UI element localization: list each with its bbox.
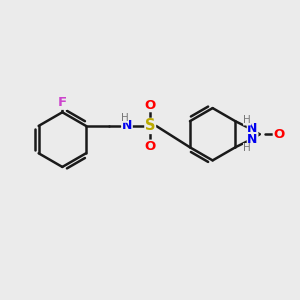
- Text: N: N: [247, 122, 258, 135]
- Text: H: H: [243, 143, 251, 153]
- Text: O: O: [145, 99, 156, 112]
- Text: O: O: [145, 140, 156, 153]
- Text: N: N: [247, 134, 258, 146]
- Text: O: O: [273, 128, 285, 141]
- Text: H: H: [121, 112, 128, 123]
- Text: N: N: [122, 119, 132, 132]
- Text: F: F: [58, 96, 67, 109]
- Text: S: S: [145, 118, 155, 134]
- Text: H: H: [243, 115, 251, 125]
